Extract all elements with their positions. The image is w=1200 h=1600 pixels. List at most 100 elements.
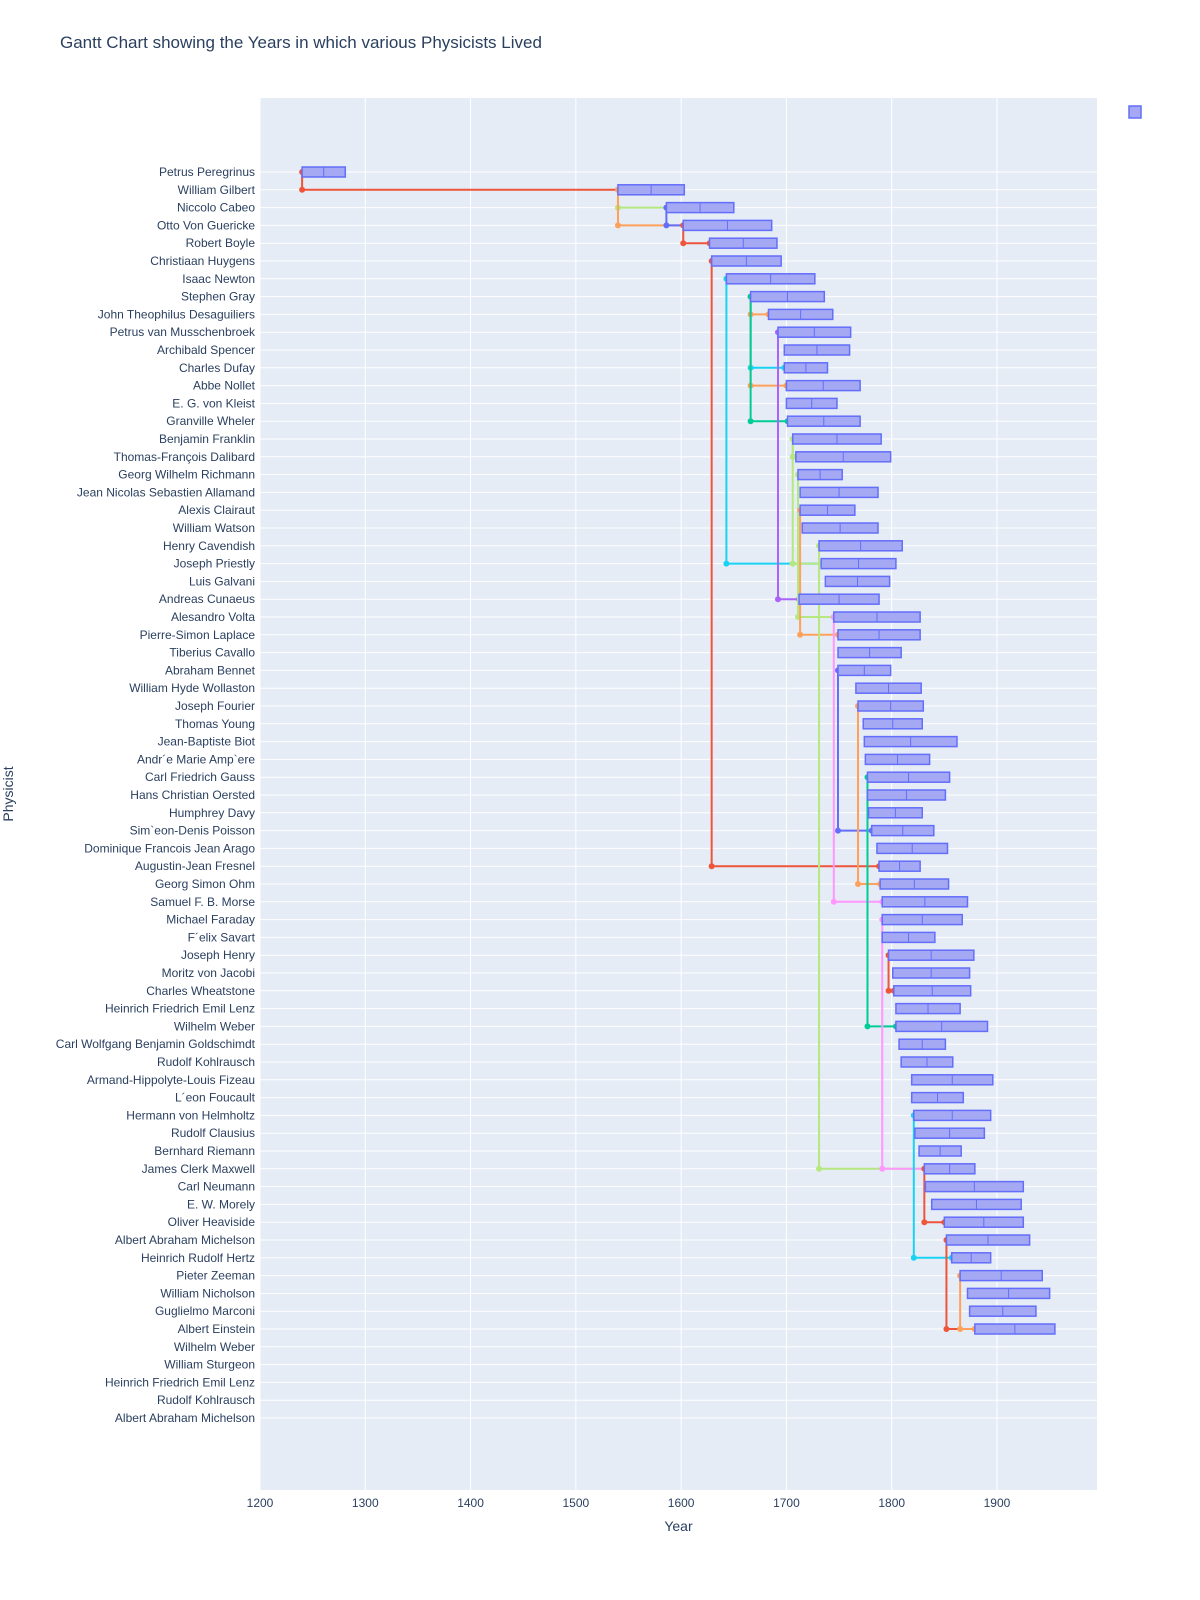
y-tick-label: Rudolf Kohlrausch xyxy=(157,1393,255,1407)
y-tick-label: Petrus van Musschenbroek xyxy=(110,325,256,339)
y-tick-label: Luis Galvani xyxy=(189,574,255,588)
link-corner-point xyxy=(723,560,730,567)
y-tick-label: Hermann von Helmholtz xyxy=(126,1108,255,1122)
y-tick-label: Christiaan Huygens xyxy=(150,254,255,268)
link-corner-point xyxy=(663,222,670,229)
y-tick-label: William Hyde Wollaston xyxy=(129,681,255,695)
y-tick-label: Joseph Priestly xyxy=(174,557,255,571)
x-tick-label: 1300 xyxy=(352,1496,379,1510)
y-tick-label: Humphrey Davy xyxy=(169,806,255,820)
y-tick-label: Guglielmo Marconi xyxy=(155,1304,255,1318)
x-tick-label: 1700 xyxy=(773,1496,800,1510)
link-corner-point xyxy=(789,560,796,567)
y-tick-label: Georg Simon Ohm xyxy=(155,877,255,891)
x-tick-label: 1900 xyxy=(984,1496,1011,1510)
y-tick-label: Abraham Bennet xyxy=(165,663,256,677)
y-tick-label: Granville Wheler xyxy=(166,414,255,428)
link-corner-point xyxy=(943,1326,950,1332)
y-tick-label: Heinrich Friedrich Emil Lenz xyxy=(105,1375,255,1389)
y-tick-label: Archibald Spencer xyxy=(157,343,255,357)
y-tick-label: Charles Dufay xyxy=(179,361,255,375)
y-tick-label: Joseph Henry xyxy=(181,948,255,962)
y-tick-label: Armand-Hippolyte-Louis Fizeau xyxy=(87,1073,255,1087)
y-tick-label: Rudolf Clausius xyxy=(171,1126,255,1140)
link-corner-point xyxy=(797,631,804,638)
y-tick-label: Jean-Baptiste Biot xyxy=(158,735,256,749)
y-tick-label: William Watson xyxy=(173,521,255,535)
y-tick-label: E. W. Morely xyxy=(187,1197,255,1211)
link-corner-point xyxy=(299,186,306,193)
y-tick-label: Rudolf Kohlrausch xyxy=(157,1055,255,1069)
y-tick-label: Carl Friedrich Gauss xyxy=(145,770,255,784)
y-tick-label: Albert Einstein xyxy=(178,1322,255,1336)
y-tick-label: Pierre-Simon Laplace xyxy=(140,628,256,642)
y-tick-label: Bernhard Riemann xyxy=(154,1144,255,1158)
y-tick-label: William Sturgeon xyxy=(164,1358,255,1372)
y-tick-label: Wilhelm Weber xyxy=(174,1019,255,1033)
y-tick-label: Carl Neumann xyxy=(178,1180,255,1194)
y-tick-label: L´eon Foucault xyxy=(175,1091,256,1105)
link-corner-point xyxy=(855,881,862,887)
link-corner-point xyxy=(835,827,842,834)
link-corner-point xyxy=(816,1165,823,1172)
link-corner-point xyxy=(774,596,781,603)
y-tick-label: William Gilbert xyxy=(178,183,256,197)
y-tick-label: Pieter Zeeman xyxy=(176,1269,255,1283)
y-tick-label: John Theophilus Desaguiliers xyxy=(98,307,255,321)
y-tick-label: William Nicholson xyxy=(160,1286,255,1300)
link-corner-point xyxy=(708,863,715,870)
chart-title: Gantt Chart showing the Years in which v… xyxy=(60,33,542,52)
link-corner-point xyxy=(680,240,687,247)
link-corner-point xyxy=(910,1254,917,1261)
link-corner-point xyxy=(921,1219,928,1226)
y-tick-label: James Clerk Maxwell xyxy=(142,1162,255,1176)
y-tick-label: Carl Wolfgang Benjamin Goldschimdt xyxy=(56,1037,256,1051)
y-tick-label: Georg Wilhelm Richmann xyxy=(118,468,255,482)
y-tick-label: Heinrich Rudolf Hertz xyxy=(141,1251,255,1265)
y-tick-label: Dominique Francois Jean Arago xyxy=(84,841,255,855)
y-tick-label: Charles Wheatstone xyxy=(146,984,255,998)
x-tick-label: 1600 xyxy=(668,1496,695,1510)
link-corner-point xyxy=(864,1023,871,1030)
link-corner-point xyxy=(830,898,837,905)
y-tick-label: Heinrich Friedrich Emil Lenz xyxy=(105,1002,255,1016)
task-bars xyxy=(301,166,1056,1335)
y-tick-label: F´elix Savart xyxy=(188,930,256,944)
y-tick-label: Sim`eon-Denis Poisson xyxy=(130,824,255,838)
y-tick-label: Albert Abraham Michelson xyxy=(115,1233,255,1247)
link-corner-point xyxy=(957,1326,964,1332)
y-tick-label: Moritz von Jacobi xyxy=(162,966,255,980)
y-tick-label: Isaac Newton xyxy=(182,272,255,286)
y-tick-label: Abbe Nollet xyxy=(193,379,256,393)
link-corner-point xyxy=(614,222,621,229)
link-corner-point xyxy=(879,1165,886,1172)
legend-swatch[interactable] xyxy=(1128,105,1142,119)
y-tick-label: Augustin-Jean Fresnel xyxy=(135,859,255,873)
y-tick-label: Thomas Young xyxy=(175,717,255,731)
y-tick-label: Benjamin Franklin xyxy=(159,432,255,446)
y-tick-label: Otto Von Guericke xyxy=(157,218,255,232)
y-tick-label: Albert Abraham Michelson xyxy=(115,1411,255,1425)
link-corner-point xyxy=(747,418,754,425)
y-tick-label: Alesandro Volta xyxy=(171,610,255,624)
y-tick-label: Jean Nicolas Sebastien Allamand xyxy=(77,485,255,499)
y-tick-label: Joseph Fourier xyxy=(175,699,255,713)
link-corner-point xyxy=(885,987,892,994)
y-tick-label: Samuel F. B. Morse xyxy=(150,895,255,909)
x-tick-label: 1200 xyxy=(247,1496,274,1510)
y-tick-labels: Petrus Peregrinus William Gilbert Niccolo … xyxy=(56,165,256,1425)
y-tick-label: Andreas Cunaeus xyxy=(159,592,255,606)
y-tick-label: Thomas-François Dalibard xyxy=(114,450,255,464)
y-tick-label: Niccolo Cabeo xyxy=(177,201,255,215)
x-tick-label: 1400 xyxy=(457,1496,484,1510)
x-tick-label: 1800 xyxy=(878,1496,905,1510)
y-tick-label: Alexis Clairaut xyxy=(178,503,255,517)
y-tick-label: Petrus Peregrinus xyxy=(159,165,255,179)
y-tick-label: Hans Christian Oersted xyxy=(130,788,255,802)
y-axis-title: Physicist xyxy=(0,766,16,821)
y-tick-label: Tiberius Cavallo xyxy=(169,646,255,660)
dependency-links xyxy=(299,169,978,1332)
y-tick-label: Henry Cavendish xyxy=(163,539,255,553)
y-tick-label: Andr´e Marie Amp`ere xyxy=(137,752,255,766)
